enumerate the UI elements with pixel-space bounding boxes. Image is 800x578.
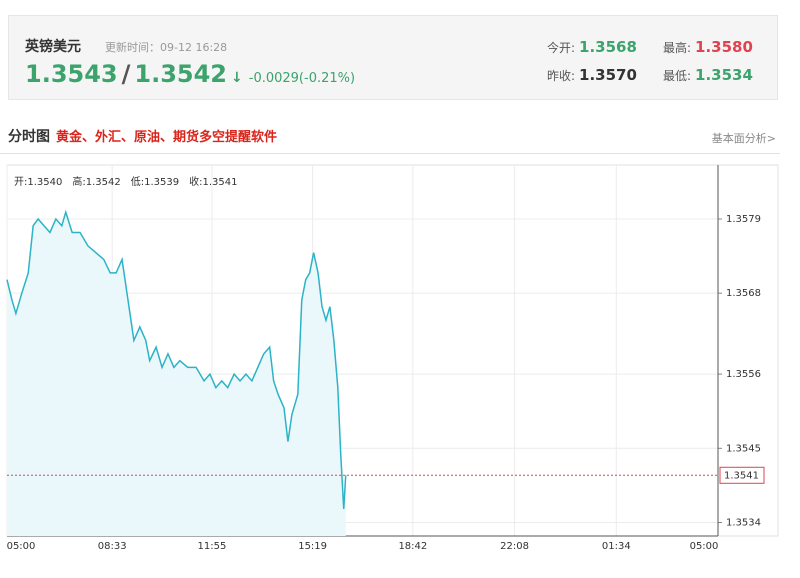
- area-fill: [7, 212, 346, 536]
- price-row: 1.3543/1.3542 ↓ -0.0029(-0.21%): [25, 60, 355, 88]
- stat-label: 昨收:: [547, 69, 576, 83]
- stat: 今开: 1.3568: [547, 38, 637, 56]
- x-tick-label: 11:55: [197, 541, 226, 552]
- bid: 1.3543: [25, 60, 118, 88]
- stat: 昨收: 1.3570: [547, 66, 637, 84]
- stat-value: 1.3534: [695, 66, 753, 84]
- x-tick-label: 18:42: [398, 541, 427, 552]
- ask: 1.3542: [134, 60, 228, 88]
- analysis-link[interactable]: 基本面分析>: [711, 132, 776, 145]
- y-tick-label: 1.3579: [726, 214, 761, 225]
- divider: [0, 153, 780, 154]
- stat-label: 最低:: [663, 69, 692, 83]
- stat-label: 最高:: [663, 41, 692, 55]
- x-tick-label: 01:34: [602, 541, 631, 552]
- y-tick-label: 1.3568: [726, 288, 761, 299]
- ohlc-value: 1.3542: [86, 177, 121, 188]
- separator: /: [121, 60, 131, 88]
- section-title: 分时图 黄金、外汇、原油、期货多空提醒软件: [8, 126, 277, 146]
- quote-header: 英镑美元 更新时间：09-12 16:28 1.3543/1.3542 ↓ -0.0…: [8, 15, 778, 100]
- x-tick-label: 08:33: [98, 541, 127, 552]
- stat: 最低: 1.3534: [663, 66, 753, 84]
- update-time: 更新时间：09-12 16:28: [105, 41, 228, 54]
- ohlc-label: 开:: [14, 177, 27, 188]
- x-tick-label: 22:08: [500, 541, 529, 552]
- x-tick-label: 05:00: [690, 541, 719, 552]
- price-line: [6, 209, 347, 510]
- down-arrow: ↓: [231, 70, 243, 86]
- stat-value: 1.3568: [579, 38, 637, 56]
- last-price-box: [719, 466, 765, 484]
- stat-value: 1.3580: [695, 38, 753, 56]
- x-tick-label: 15:19: [298, 541, 327, 552]
- ohlc-label: 低:: [131, 175, 144, 188]
- promo-link[interactable]: 黄金、外汇、原油、期货多空提醒软件: [56, 130, 278, 145]
- stat-value: 1.3570: [579, 66, 637, 84]
- change: -0.0029(-0.21%): [248, 71, 356, 86]
- stat: 最高: 1.3580: [663, 38, 753, 56]
- y-tick-label: 1.3556: [726, 369, 761, 380]
- ohlc-value: 1.3541: [203, 177, 238, 188]
- y-tick-label: 1.3534: [726, 518, 761, 529]
- stat-label: 今开:: [547, 41, 576, 55]
- symbol-name: 英镑美元: [25, 39, 81, 55]
- last-price-label: 1.3541: [724, 470, 759, 481]
- y-tick-label: 1.3545: [726, 443, 761, 454]
- chart: 1.3579 1.3568 1.3556 1.3545 1.3534 05:00 08:33…: [6, 164, 779, 552]
- x-tick-label: 05:00: [7, 541, 36, 552]
- ohlc-value: 1.3540: [27, 177, 62, 188]
- ohlc-label: 高:: [72, 175, 85, 188]
- ohlc-value: 1.3539: [144, 177, 179, 188]
- ohlc-label: 收:: [189, 175, 202, 188]
- section-name: 分时图: [8, 129, 50, 145]
